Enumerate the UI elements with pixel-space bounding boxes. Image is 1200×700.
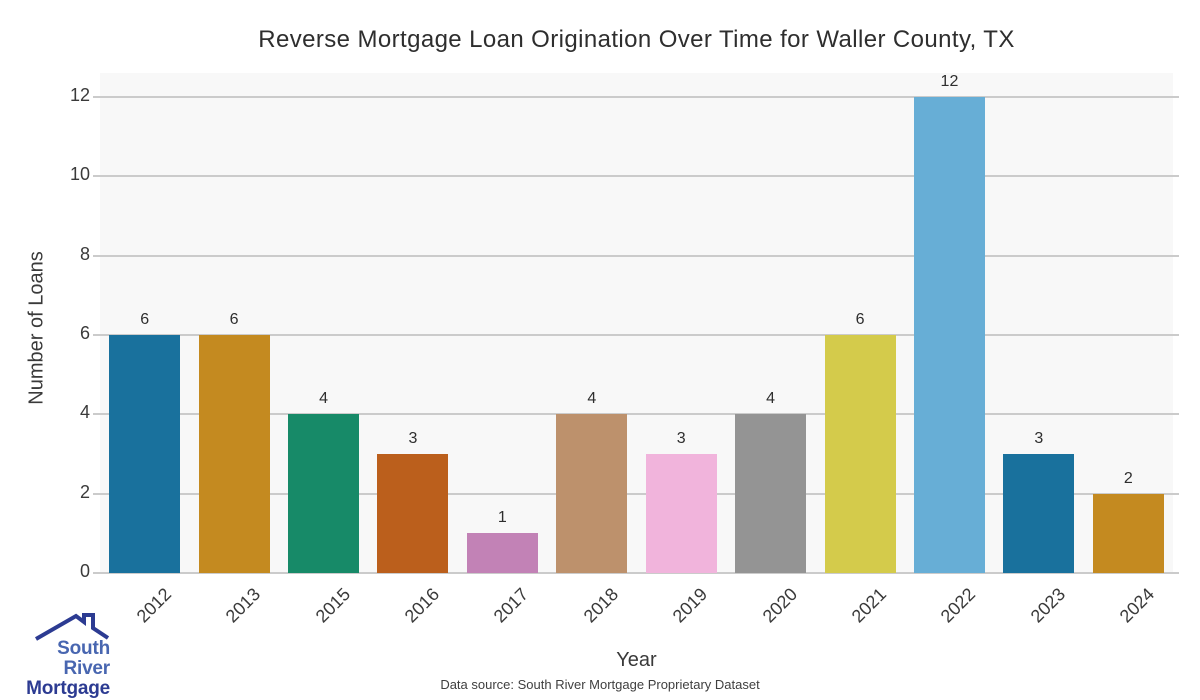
y-tick-8: 8 (79, 243, 90, 264)
house-roof-icon (35, 613, 110, 641)
x-tick-2012: 2012 (132, 584, 175, 627)
chart-title: Reverse Mortgage Loan Origination Over T… (258, 26, 1015, 53)
bar-2018 (556, 414, 628, 573)
bar-2019 (645, 454, 717, 573)
bar-2016 (377, 454, 449, 573)
gridline-y4 (93, 413, 1179, 416)
bar-value-2024: 2 (1123, 469, 1133, 487)
bar-value-2016: 3 (408, 430, 418, 447)
y-tick-10: 10 (69, 164, 90, 185)
bar-2017 (466, 533, 538, 573)
bar-value-2020: 4 (766, 390, 776, 408)
gridline-y0 (93, 572, 1179, 574)
x-tick-2023: 2023 (1026, 584, 1070, 627)
bar-value-2013: 6 (229, 311, 239, 328)
data-source-note: Data source: South River Mortgage Propri… (440, 677, 760, 692)
plot-area: 6 6 4 3 1 4 3 4 6 12 3 2 (93, 73, 1179, 574)
bar-value-2017: 1 (497, 509, 507, 527)
x-tick-2015: 2015 (311, 584, 354, 627)
gridline-y12 (93, 96, 1179, 98)
bar-value-2015: 4 (319, 390, 328, 408)
bar-value-2022: 12 (940, 73, 959, 90)
x-tick-2024: 2024 (1115, 584, 1159, 627)
logo-text-line1: South River (57, 638, 110, 679)
y-tick-12: 12 (69, 85, 90, 105)
gridline-y6 (93, 334, 1179, 336)
x-tick-2013: 2013 (221, 584, 265, 627)
x-axis-label: Year (616, 649, 657, 671)
gridline-y8 (93, 254, 1179, 257)
bar-value-2023: 3 (1034, 430, 1044, 447)
gridline-y10 (93, 175, 1179, 178)
bar-2021 (824, 335, 896, 573)
bar-value-2021: 6 (855, 311, 865, 328)
y-tick-2: 2 (79, 481, 90, 502)
x-tick-2018: 2018 (579, 584, 622, 627)
x-tick-2020: 2020 (758, 584, 801, 627)
x-tick-2022: 2022 (937, 584, 980, 627)
roof-path (35, 613, 110, 641)
gridline-y2 (93, 492, 1179, 495)
bar-value-2019: 3 (676, 430, 686, 447)
x-tick-2019: 2019 (668, 584, 712, 627)
y-tick-0: 0 (79, 561, 90, 581)
logo-text-line2: Mortgage (26, 678, 110, 699)
x-tick-2017: 2017 (490, 584, 533, 627)
y-tick-6: 6 (79, 323, 90, 343)
bar-2023 (1003, 454, 1075, 573)
bar-2013 (198, 335, 270, 573)
bar-2020 (735, 414, 807, 573)
bar-2022 (913, 97, 985, 573)
bar-value-2012: 6 (140, 311, 150, 328)
bar-2012 (109, 335, 181, 573)
x-tick-2016: 2016 (400, 584, 444, 627)
y-tick-4: 4 (79, 402, 90, 423)
bar-2015 (288, 414, 360, 573)
bar-2024 (1092, 493, 1164, 573)
logo: South River Mortgage (14, 612, 110, 699)
bar-value-2018: 4 (587, 390, 597, 408)
x-tick-2021: 2021 (847, 584, 891, 627)
